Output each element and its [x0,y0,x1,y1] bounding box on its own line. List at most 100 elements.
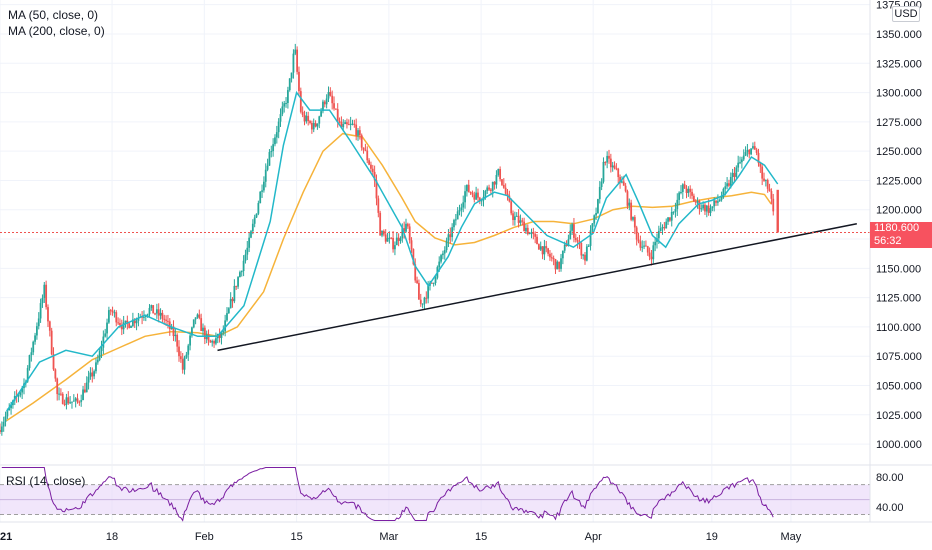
candle-body [536,236,538,245]
candle-body [469,191,472,193]
candle-body [100,347,103,352]
ma200-legend[interactable]: MA (200, close, 0) [8,24,105,38]
candle-body [152,305,155,314]
candle-body [512,213,514,221]
candle-body [501,179,503,185]
candle-body [318,116,321,124]
candle-body [36,326,38,336]
candle-body [632,217,634,220]
price-tick-label: 1025.000 [876,410,922,422]
time-tick-label: 15 [290,531,302,543]
time-tick-label: Feb [195,531,214,543]
ma50-legend[interactable]: MA (50, close, 0) [8,8,99,22]
ma50-path [5,90,779,412]
candle-body [167,320,169,322]
candle-body [272,144,275,152]
candle-body [69,402,72,404]
candle-body [257,203,260,214]
candle-body [320,111,323,117]
candle-body [569,230,572,240]
candle-body [418,283,420,300]
candle-body [406,223,409,227]
candle-body [591,223,594,231]
candle-body [362,147,365,150]
candle-body [392,237,394,250]
candle-body [21,388,24,393]
candle-body [733,172,736,177]
candle-body [416,280,418,284]
candle-body [0,430,1,433]
candle-body [399,238,402,241]
candle-body [106,322,108,334]
candle-body [161,312,164,319]
time-tick-label: 2021 [0,531,12,543]
candle-body [665,221,668,229]
candle-body [222,331,225,333]
candle-body [113,312,116,314]
candle-body [344,122,346,125]
candle-body [554,259,557,270]
candle-body [635,227,638,240]
candle-body [582,254,585,256]
candle-body [294,49,297,54]
candle-body [120,325,123,330]
price-tick-label: 1000.000 [876,439,922,451]
candle-body [198,314,201,319]
candle-body [633,217,636,228]
candle-body [549,253,551,258]
candle-body [563,244,566,251]
candle-body [471,192,474,195]
axes [0,0,932,523]
candle-body [624,185,627,192]
candle-body [292,53,295,73]
candle-body [270,151,273,153]
currency-badge[interactable]: USD [892,6,920,22]
candle-body [268,152,271,166]
candle-body [340,121,343,128]
candle-body [405,223,407,232]
candle-body [381,230,383,236]
candle-body [589,230,592,246]
candle-body [87,376,90,383]
trendline[interactable] [0,223,870,352]
candle-body [495,174,498,185]
candle-body [137,317,140,321]
price-tick-label: 1100.000 [876,322,921,334]
candle-body [168,321,171,330]
candle-body [759,163,762,167]
candle-body [274,137,276,145]
candle-body-last [776,189,779,233]
candle-body [261,190,263,192]
candle-body [211,341,214,343]
candle-body [28,355,31,369]
candle-body [550,257,553,259]
candle-body [215,338,217,344]
candle-body [342,124,345,128]
candle-body [585,246,588,261]
candle-body [346,122,348,125]
candle-body [421,303,424,305]
time-axis[interactable]: 2021 18 Feb 15 Mar 15 Apr 19 May [0,531,802,543]
candle-body [425,297,428,299]
candle-body [571,224,573,231]
candle-body [390,237,393,239]
candle-body [181,359,184,370]
candle-body [196,314,199,318]
candle-body [316,123,319,127]
candle-body [351,123,354,125]
candle-body [645,245,647,247]
candle-body [639,241,642,248]
candle-body [442,253,444,256]
candle-body [144,315,147,317]
candle-body [303,115,306,122]
rsi-legend[interactable]: RSI (14, close) [6,474,86,488]
candle-body [613,165,616,169]
candle-body [368,160,370,165]
candle-body [60,393,62,395]
candle-body [37,318,40,327]
candle-body [96,359,99,363]
candle-body [467,184,470,192]
candle-body [480,200,483,202]
candle-body [364,149,367,151]
